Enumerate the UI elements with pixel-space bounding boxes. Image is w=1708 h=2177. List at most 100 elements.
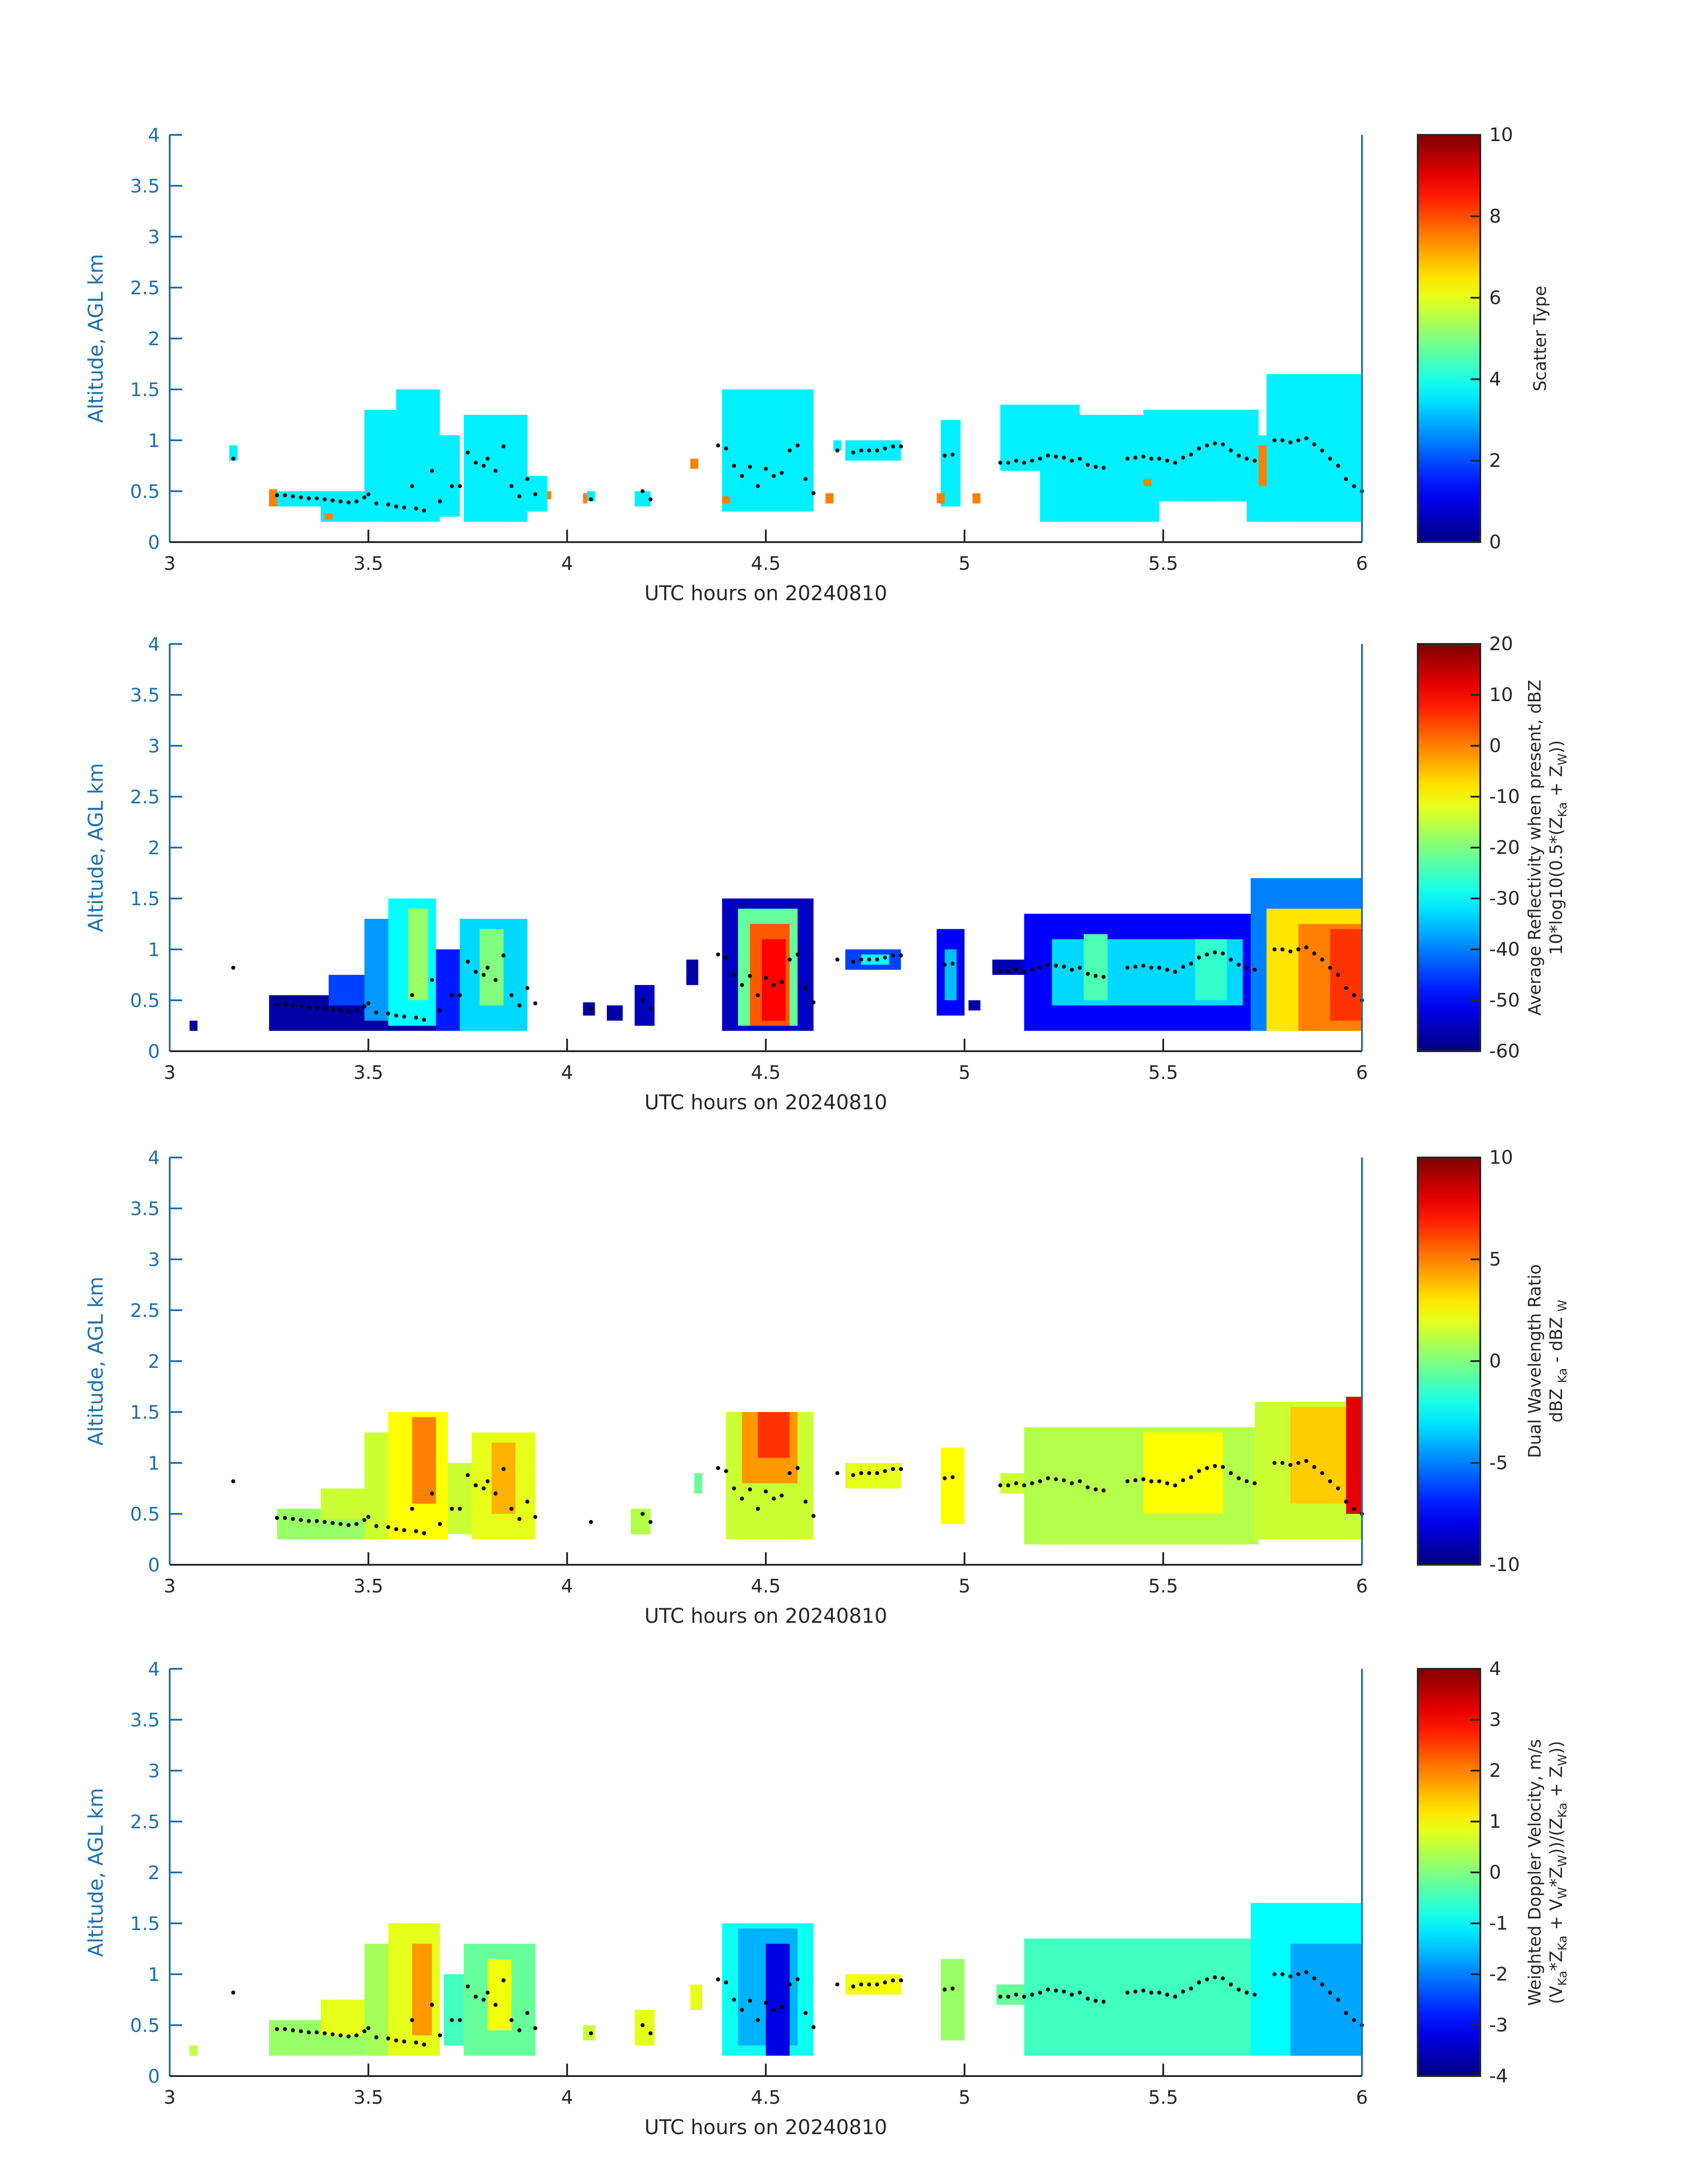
marker-point xyxy=(1236,1987,1241,1992)
y-tick-label: 4 xyxy=(148,1658,160,1680)
colorbar-tick-label: -3 xyxy=(1489,2014,1508,2036)
x-tick-label: 4 xyxy=(561,2086,573,2108)
reflectivity-colorbar: -60 -50 -40 -30 -20 -10 0 10 20 xyxy=(1417,633,1520,1062)
marker-point xyxy=(883,955,887,960)
marker-point xyxy=(1133,455,1138,460)
marker-point xyxy=(811,1514,816,1518)
marker-point xyxy=(283,1516,287,1520)
marker-point xyxy=(1344,986,1348,990)
marker-point xyxy=(347,1523,351,1527)
y-tick-label: 2 xyxy=(148,837,160,859)
marker-point xyxy=(724,955,728,960)
marker-point xyxy=(1221,442,1225,447)
marker-point xyxy=(402,1528,406,1532)
marker-point xyxy=(875,448,879,453)
marker-point xyxy=(473,1483,478,1488)
marker-point xyxy=(1165,1481,1169,1486)
marker-point xyxy=(414,506,418,511)
heatmap-cell xyxy=(845,440,901,461)
marker-point xyxy=(1149,456,1153,461)
marker-point xyxy=(1086,1485,1090,1490)
marker-point xyxy=(1030,1993,1034,1997)
marker-point xyxy=(525,477,530,481)
marker-point xyxy=(867,448,871,453)
marker-point xyxy=(1253,968,1257,972)
marker-point xyxy=(1272,1461,1277,1465)
x-tick-label: 6 xyxy=(1356,552,1368,574)
marker-point xyxy=(354,2033,359,2038)
marker-point xyxy=(1133,1478,1138,1483)
marker-point xyxy=(422,508,426,513)
marker-point xyxy=(394,1013,398,1018)
colorbar-tick-label: -40 xyxy=(1489,938,1520,960)
marker-point xyxy=(485,1990,490,1995)
scatter-type-plot-area xyxy=(229,374,1364,522)
heatmap-cell xyxy=(547,491,551,500)
marker-point xyxy=(950,1986,955,1991)
marker-point xyxy=(283,1002,287,1007)
x-tick-label: 5.5 xyxy=(1148,2086,1178,2108)
marker-point xyxy=(1077,1479,1082,1483)
marker-point xyxy=(748,1998,752,2003)
marker-point xyxy=(438,1008,442,1013)
marker-point xyxy=(1213,1975,1217,1980)
y-tick-label: 2 xyxy=(148,1350,160,1372)
y-tick-label: 1.5 xyxy=(130,888,160,910)
marker-point xyxy=(1336,1486,1341,1491)
heatmap-cell xyxy=(1195,939,1227,1000)
marker-point xyxy=(1102,2000,1106,2004)
marker-point xyxy=(748,974,752,978)
marker-point xyxy=(748,464,752,469)
marker-point xyxy=(481,1997,486,2002)
marker-point xyxy=(517,2028,522,2032)
marker-point xyxy=(1038,965,1042,970)
marker-point xyxy=(386,2036,390,2041)
heatmap-cell xyxy=(635,2010,655,2046)
y-tick-label: 3 xyxy=(148,735,160,757)
marker-point xyxy=(275,1002,279,1007)
x-tick-label: 3.5 xyxy=(354,1061,384,1083)
y-tick-label: 3 xyxy=(148,226,160,248)
marker-point xyxy=(299,1004,303,1009)
marker-point xyxy=(307,1005,311,1010)
marker-point xyxy=(640,489,645,493)
y-tick-label: 1.5 xyxy=(130,1401,160,1423)
x-tick-label: 4.5 xyxy=(751,1061,781,1083)
marker-point xyxy=(1062,965,1066,969)
heatmap-cell xyxy=(488,1959,512,2031)
marker-point xyxy=(322,2031,327,2035)
marker-point xyxy=(998,969,1002,974)
marker-point xyxy=(1141,1477,1145,1481)
heatmap-cell xyxy=(321,2000,368,2035)
x-tick-label: 6 xyxy=(1356,1575,1368,1597)
marker-point xyxy=(1149,965,1153,970)
doppler-plot-area xyxy=(189,1903,1364,2056)
marker-point xyxy=(1236,453,1241,458)
doppler-x-axis-label: UTC hours on 20240810 xyxy=(644,2115,887,2139)
marker-point xyxy=(410,1507,414,1511)
marker-point xyxy=(1086,972,1090,976)
marker-point xyxy=(322,497,327,501)
marker-point xyxy=(1253,459,1257,463)
marker-point xyxy=(1205,1977,1209,1981)
marker-point xyxy=(1236,962,1241,967)
panel-dual-wavelength-ratio: 0 0.5 1 1.5 2 2.5 3 3.5 4 3 3.5 4 4.5 5 5.5 6 Altitude… xyxy=(84,1146,1570,1628)
x-tick-label: 4 xyxy=(561,1575,573,1597)
y-tick-label: 1 xyxy=(148,1964,160,1985)
doppler-y-axis-label: Altitude, AGL km xyxy=(84,1788,108,1957)
marker-point xyxy=(1014,1993,1019,1997)
marker-point xyxy=(795,1466,800,1470)
colorbar-tick-label: -60 xyxy=(1489,1040,1520,1062)
marker-point xyxy=(1173,460,1178,465)
marker-point xyxy=(1344,2011,1348,2015)
marker-point xyxy=(422,2042,426,2047)
marker-point xyxy=(450,1507,454,1511)
marker-point xyxy=(1197,955,1201,960)
colorbar-tick-label: 2 xyxy=(1489,1759,1501,1781)
colorbar-tick-label: 2 xyxy=(1489,450,1501,472)
marker-point xyxy=(509,1507,514,1511)
marker-point xyxy=(338,1522,343,1526)
marker-point xyxy=(891,444,895,449)
x-tick-label: 4 xyxy=(561,1061,573,1083)
marker-point xyxy=(716,443,720,447)
